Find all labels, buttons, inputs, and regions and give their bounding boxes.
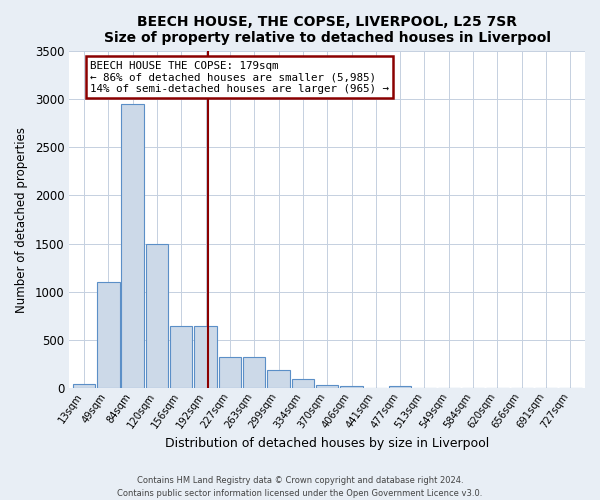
Bar — [73, 384, 95, 388]
X-axis label: Distribution of detached houses by size in Liverpool: Distribution of detached houses by size … — [165, 437, 490, 450]
Bar — [243, 356, 265, 388]
Bar — [121, 104, 144, 389]
Bar — [170, 326, 193, 388]
Bar — [316, 384, 338, 388]
Title: BEECH HOUSE, THE COPSE, LIVERPOOL, L25 7SR
Size of property relative to detached: BEECH HOUSE, THE COPSE, LIVERPOOL, L25 7… — [104, 15, 551, 45]
Text: BEECH HOUSE THE COPSE: 179sqm
← 86% of detached houses are smaller (5,985)
14% o: BEECH HOUSE THE COPSE: 179sqm ← 86% of d… — [90, 60, 389, 94]
Bar — [219, 356, 241, 388]
Y-axis label: Number of detached properties: Number of detached properties — [15, 126, 28, 312]
Bar — [340, 386, 363, 388]
Bar — [389, 386, 412, 388]
Bar — [292, 380, 314, 388]
Bar — [194, 326, 217, 388]
Bar — [146, 244, 168, 388]
Bar — [97, 282, 119, 389]
Text: Contains HM Land Registry data © Crown copyright and database right 2024.
Contai: Contains HM Land Registry data © Crown c… — [118, 476, 482, 498]
Bar — [268, 370, 290, 388]
